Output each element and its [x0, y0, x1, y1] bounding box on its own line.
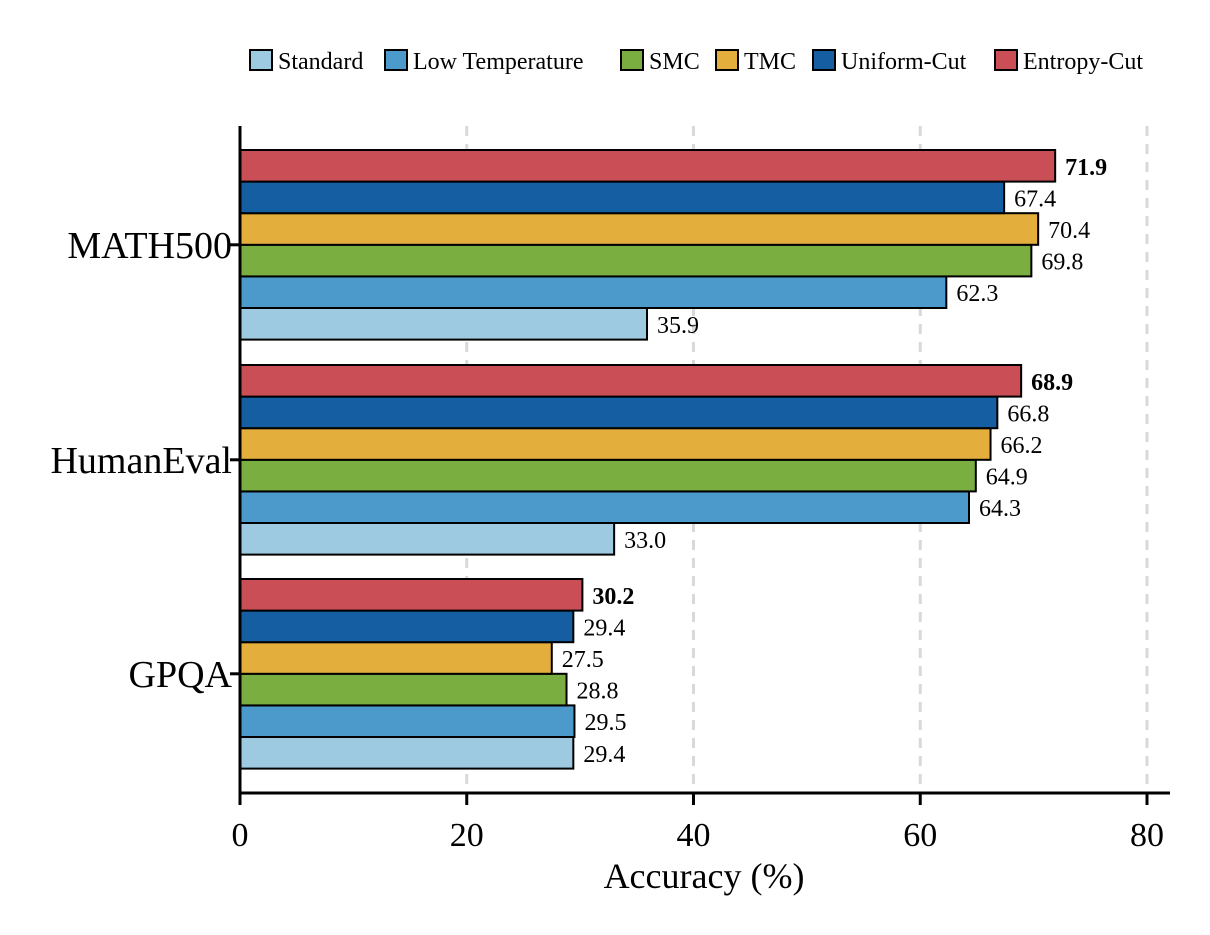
bar-humaneval-standard: [239, 522, 616, 556]
value-label-math500-low-temperature: 62.3: [956, 281, 998, 307]
bar-gpqa-smc: [239, 672, 568, 707]
x-tick-label-40: 40: [677, 817, 711, 854]
y-tick-label-math500: MATH500: [67, 225, 232, 267]
value-labels-layer: 35.9 62.3 69.8 70.4 67.4 71.9 33.0 64.3 64.9 66.2…: [562, 155, 1107, 768]
legend-swatch-standard: [249, 49, 273, 71]
bar-gpqa-low-temperature: [239, 704, 576, 739]
y-tick-label-humaneval: HumanEval: [50, 440, 232, 482]
bar-gpqa-standard: [239, 736, 575, 770]
value-label-humaneval-tmc: 66.2: [1001, 433, 1043, 459]
value-label-humaneval-entropy-cut: 68.9: [1031, 370, 1073, 396]
x-tick-label-60: 60: [903, 817, 937, 854]
bar-gpqa-tmc: [239, 641, 553, 675]
value-label-gpqa-uniform-cut: 29.4: [583, 615, 625, 641]
bar-math500-entropy-cut: [239, 149, 1057, 183]
legend-swatch-smc: [620, 49, 644, 71]
value-label-math500-entropy-cut: 71.9: [1065, 155, 1107, 181]
legend-swatch-tmc: [715, 49, 739, 71]
value-label-math500-smc: 69.8: [1041, 250, 1083, 276]
value-label-gpqa-entropy-cut: 30.2: [592, 584, 634, 610]
value-label-gpqa-standard: 29.4: [583, 742, 625, 768]
value-label-math500-standard: 35.9: [657, 313, 699, 339]
legend-label-tmc: TMC: [744, 49, 796, 75]
x-axis-label: Accuracy (%): [604, 856, 805, 896]
legend-label-standard: Standard: [278, 49, 363, 75]
legend-label-low-temperature: Low Temperature: [413, 49, 583, 75]
bars-layer: [239, 149, 1057, 770]
value-label-humaneval-low-temperature: 64.3: [979, 496, 1021, 522]
bar-humaneval-tmc: [239, 427, 992, 461]
value-label-humaneval-smc: 64.9: [986, 465, 1028, 491]
legend-swatch-entropy-cut: [994, 49, 1018, 71]
value-label-gpqa-tmc: 27.5: [562, 647, 604, 673]
value-label-math500-uniform-cut: 67.4: [1014, 186, 1056, 212]
x-tick-label-80: 80: [1130, 817, 1164, 854]
bar-math500-tmc: [239, 212, 1040, 246]
legend-swatch-uniform-cut: [812, 49, 836, 71]
legend: Standard Low Temperature SMC TMC Uniform-Cut…: [249, 49, 1143, 75]
x-tick-label-20: 20: [450, 817, 484, 854]
value-label-gpqa-smc: 28.8: [577, 679, 619, 705]
x-tick-label-0: 0: [232, 817, 249, 854]
value-label-humaneval-standard: 33.0: [624, 528, 666, 554]
legend-swatch-low-temperature: [384, 49, 408, 71]
legend-label-smc: SMC: [649, 49, 700, 75]
value-label-gpqa-low-temperature: 29.5: [584, 710, 626, 736]
bar-humaneval-uniform-cut: [239, 395, 999, 430]
y-tick-label-gpqa: GPQA: [129, 654, 233, 696]
bar-humaneval-low-temperature: [239, 490, 971, 524]
legend-label-entropy-cut: Entropy-Cut: [1023, 49, 1143, 75]
legend-label-uniform-cut: Uniform-Cut: [841, 49, 967, 75]
bar-humaneval-entropy-cut: [239, 364, 1023, 398]
bar-math500-uniform-cut: [239, 180, 1006, 215]
bar-math500-smc: [239, 243, 1033, 278]
bar-gpqa-uniform-cut: [239, 609, 575, 644]
bar-gpqa-entropy-cut: [239, 578, 584, 612]
value-label-math500-tmc: 70.4: [1048, 218, 1090, 244]
bar-math500-low-temperature: [239, 275, 948, 309]
bar-math500-standard: [239, 307, 649, 341]
value-label-humaneval-uniform-cut: 66.8: [1007, 401, 1049, 427]
axes-layer: 0 20 40 60 80 MATH500 HumanEval GPQA: [50, 126, 1170, 854]
bar-humaneval-smc: [239, 458, 977, 493]
